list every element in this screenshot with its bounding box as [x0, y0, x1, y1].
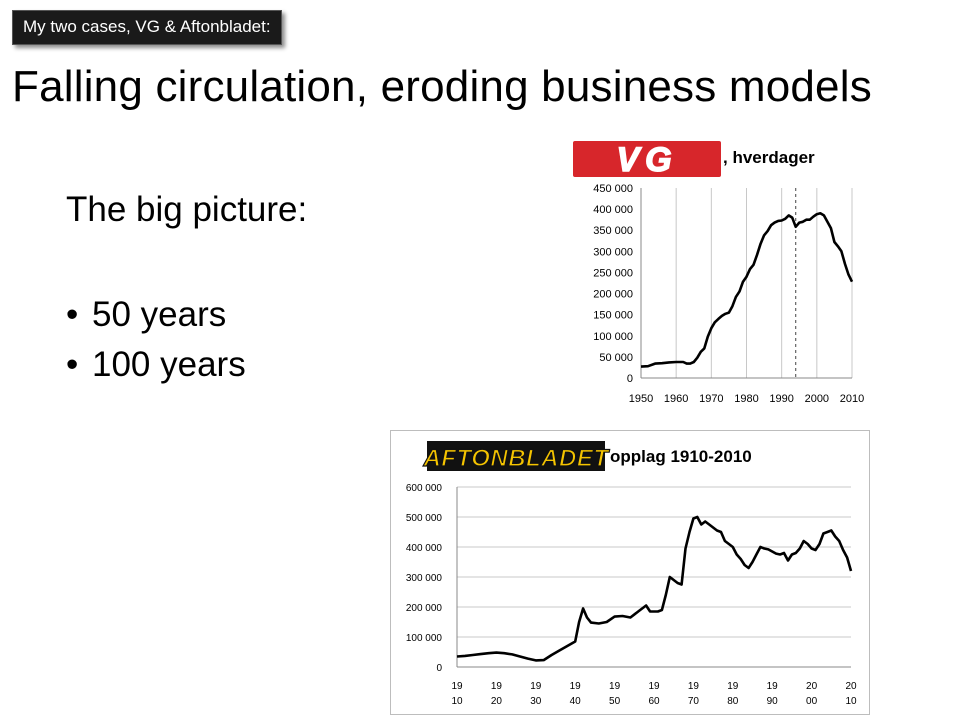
ab-y-tick-label: 200 000: [406, 603, 443, 614]
ab-series-line: [456, 515, 853, 662]
ab-x-tick-label: 20 10: [845, 681, 857, 707]
vg-logo-text: VG: [616, 141, 677, 179]
vg-x-tick-label: 1970: [699, 393, 723, 405]
vg-y-tick-label: 350 000: [593, 225, 633, 237]
ab-y-tick-label: 600 000: [406, 483, 443, 494]
bullet-list: 50 years 100 years: [66, 290, 246, 390]
ab-x-tick-label-part: 19: [767, 681, 779, 692]
aftonbladet-chart: AFTONBLADET opplag 1910-2010 600 000 500 …: [390, 430, 870, 715]
ab-x-tick-label-part: 80: [727, 696, 739, 707]
vg-chart: VG , hverdager 450 000 400 000 350 000 300 …: [565, 138, 865, 410]
section-tag: My two cases, VG & Aftonbladet:: [12, 10, 282, 45]
vg-chart-title: , hverdager: [723, 148, 815, 167]
vg-y-tick-label: 0: [627, 373, 633, 385]
ab-x-tick-label-part: 40: [570, 696, 582, 707]
ab-x-tick-label-part: 50: [609, 696, 621, 707]
vg-y-tick-label: 450 000: [593, 183, 633, 195]
ab-y-tick-label: 300 000: [406, 573, 443, 584]
ab-y-tick-label: 0: [436, 663, 442, 674]
slide-title: Falling circulation, eroding business mo…: [12, 62, 872, 111]
bullet-item: 100 years: [66, 340, 246, 390]
vg-y-tick-label: 150 000: [593, 310, 633, 322]
ab-x-tick-label: 19 80: [727, 681, 739, 707]
ab-x-tick-label-part: 19: [570, 681, 582, 692]
ab-x-tick-label-part: 19: [491, 681, 503, 692]
ab-x-tick-label-part: 10: [845, 696, 857, 707]
ab-x-tick-label-part: 70: [688, 696, 700, 707]
ab-x-tick-label: 19 50: [609, 681, 621, 707]
vg-x-tick-label: 1990: [769, 393, 793, 405]
vg-logo-badge: [573, 141, 721, 177]
aftonbladet-logo-text: AFTONBLADET: [422, 445, 610, 472]
ab-x-tick-label-part: 00: [806, 696, 818, 707]
ab-y-tick-label: 400 000: [406, 543, 443, 554]
aftonbladet-chart-title: opplag 1910-2010: [610, 447, 752, 466]
ab-x-tick-label-part: 30: [530, 696, 542, 707]
ab-x-tick-label: 19 30: [530, 681, 542, 707]
ab-x-tick-label-part: 19: [727, 681, 739, 692]
ab-x-tick-label: 19 10: [451, 681, 463, 707]
bullet-item: 50 years: [66, 290, 246, 340]
ab-x-tick-label-part: 20: [806, 681, 818, 692]
ab-x-tick-label-part: 19: [451, 681, 463, 692]
vg-y-tick-label: 50 000: [599, 352, 633, 364]
slide-subtitle: The big picture:: [66, 190, 308, 229]
vg-y-tick-label: 250 000: [593, 267, 633, 279]
vg-logo: VG: [573, 140, 721, 180]
vg-chart-svg: VG , hverdager 450 000 400 000 350 000 300 …: [573, 140, 864, 405]
ab-y-tick-label: 100 000: [406, 633, 443, 644]
ab-x-tick-label-part: 19: [530, 681, 542, 692]
vg-y-tick-label: 100 000: [593, 331, 633, 343]
ab-x-tick-label-part: 19: [609, 681, 621, 692]
ab-x-tick-label-part: 19: [688, 681, 700, 692]
vg-y-tick-label: 400 000: [593, 204, 633, 216]
ab-x-tick-label-part: 20: [491, 696, 503, 707]
ab-x-tick-label-part: 90: [767, 696, 779, 707]
vg-x-tick-label: 2010: [840, 393, 864, 405]
ab-x-tick-label: 19 90: [767, 681, 779, 707]
ab-x-tick-label: 19 60: [648, 681, 660, 707]
aftonbladet-logo: AFTONBLADET: [422, 441, 610, 473]
vg-x-tick-label: 1980: [734, 393, 758, 405]
ab-x-tick-label-part: 10: [451, 696, 463, 707]
vg-series-line: [640, 212, 854, 368]
vg-y-tick-label: 300 000: [593, 246, 633, 258]
ab-x-tick-label-part: 20: [845, 681, 857, 692]
ab-x-tick-label: 19 40: [570, 681, 582, 707]
aftonbladet-chart-svg: AFTONBLADET opplag 1910-2010 600 000 500 …: [406, 441, 857, 707]
ab-x-tick-label-part: 19: [648, 681, 660, 692]
vg-x-tick-label: 2000: [805, 393, 829, 405]
ab-x-tick-label: 19 70: [688, 681, 700, 707]
vg-x-tick-label: 1950: [629, 393, 653, 405]
ab-y-tick-label: 500 000: [406, 513, 443, 524]
vg-x-tick-label: 1960: [664, 393, 688, 405]
vg-plot-area: 450 000 400 000 350 000 300 000 250 000 200 0…: [593, 183, 864, 405]
vg-y-tick-label: 200 000: [593, 289, 633, 301]
ab-x-tick-label-part: 60: [648, 696, 660, 707]
ab-x-tick-label: 19 20: [491, 681, 503, 707]
aftonbladet-logo-backdrop: [427, 441, 605, 471]
ab-x-tick-label: 20 00: [806, 681, 818, 707]
